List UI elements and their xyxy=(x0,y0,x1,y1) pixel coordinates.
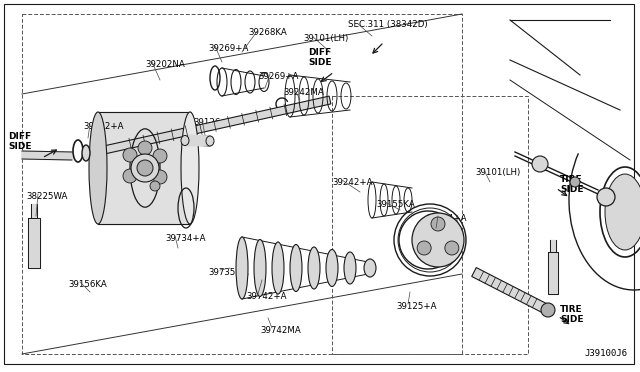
Circle shape xyxy=(417,241,431,255)
Text: 39742+A: 39742+A xyxy=(246,292,287,301)
Circle shape xyxy=(138,161,152,175)
Text: 39752+A: 39752+A xyxy=(83,122,124,131)
Ellipse shape xyxy=(89,112,107,224)
Circle shape xyxy=(131,154,159,182)
Ellipse shape xyxy=(82,145,90,161)
Circle shape xyxy=(150,181,160,191)
Ellipse shape xyxy=(344,252,356,284)
Text: 39242+A: 39242+A xyxy=(332,178,372,187)
Circle shape xyxy=(153,170,167,184)
Ellipse shape xyxy=(412,213,464,267)
Text: 38225WA: 38225WA xyxy=(26,192,67,201)
Ellipse shape xyxy=(206,136,214,146)
Circle shape xyxy=(597,188,615,206)
Circle shape xyxy=(431,217,445,231)
Polygon shape xyxy=(28,218,40,268)
Text: DIFF
SIDE: DIFF SIDE xyxy=(8,132,31,151)
Text: 39269+A: 39269+A xyxy=(208,44,248,53)
Ellipse shape xyxy=(181,112,199,224)
Circle shape xyxy=(138,141,152,155)
Polygon shape xyxy=(94,96,331,156)
Polygon shape xyxy=(472,267,550,314)
Circle shape xyxy=(123,148,137,162)
Ellipse shape xyxy=(605,174,640,250)
Polygon shape xyxy=(548,252,558,294)
Text: 39734+A: 39734+A xyxy=(165,234,205,243)
Ellipse shape xyxy=(290,244,302,292)
Polygon shape xyxy=(98,112,190,224)
Text: 39269+A: 39269+A xyxy=(258,72,298,81)
Text: 39202NA: 39202NA xyxy=(145,60,185,69)
Text: 39101(LH): 39101(LH) xyxy=(303,34,348,43)
Text: 39126+A: 39126+A xyxy=(193,118,234,127)
Text: 39234+A: 39234+A xyxy=(426,214,467,223)
Circle shape xyxy=(532,156,548,172)
Text: SEC.311 (38342D): SEC.311 (38342D) xyxy=(348,20,428,29)
Circle shape xyxy=(445,241,459,255)
Bar xyxy=(22,14,462,354)
Ellipse shape xyxy=(541,303,555,317)
Text: 39242MA: 39242MA xyxy=(283,88,324,97)
Text: 39742MA: 39742MA xyxy=(260,326,301,335)
Ellipse shape xyxy=(254,240,266,296)
Text: 39125+A: 39125+A xyxy=(396,302,436,311)
Text: TIRE
SIDE: TIRE SIDE xyxy=(560,175,584,195)
Polygon shape xyxy=(185,135,210,146)
Text: 39156KA: 39156KA xyxy=(68,280,107,289)
Text: TIRE
SIDE: TIRE SIDE xyxy=(560,305,584,324)
Polygon shape xyxy=(22,151,72,160)
Text: 39268KA: 39268KA xyxy=(248,28,287,37)
Text: 39155KA: 39155KA xyxy=(376,200,415,209)
Text: DIFF
SIDE: DIFF SIDE xyxy=(308,48,332,67)
Bar xyxy=(332,96,528,354)
Polygon shape xyxy=(550,240,556,252)
Ellipse shape xyxy=(236,237,248,299)
Ellipse shape xyxy=(326,250,338,286)
Circle shape xyxy=(137,160,153,176)
Circle shape xyxy=(153,149,167,163)
Circle shape xyxy=(123,169,137,183)
Text: 39101(LH): 39101(LH) xyxy=(475,168,520,177)
Ellipse shape xyxy=(272,242,284,294)
Ellipse shape xyxy=(181,135,189,145)
Text: 39735+A: 39735+A xyxy=(208,268,248,277)
Polygon shape xyxy=(31,204,37,218)
Ellipse shape xyxy=(364,259,376,277)
Circle shape xyxy=(570,177,580,187)
Text: J39100J6: J39100J6 xyxy=(584,349,627,358)
Ellipse shape xyxy=(308,247,320,289)
